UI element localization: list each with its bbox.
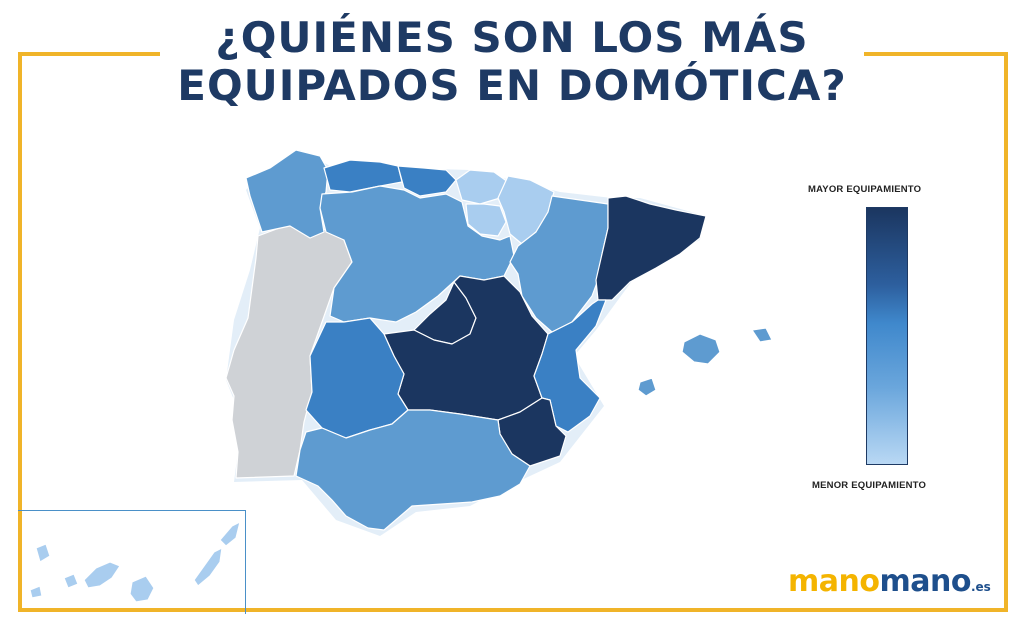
region-baleares-mallorca [681,333,721,365]
region-baleares-ibiza [637,377,657,397]
logo-part-2: mano [879,564,971,599]
title-line-2: equipados en domótica? [177,61,847,110]
logo-suffix: .es [970,580,991,594]
page-title: ¿Quiénes son los más equipados en domóti… [160,14,864,110]
region-la-rioja [465,203,507,237]
region-galicia [245,149,329,239]
region-baleares-menorca [751,327,773,343]
region-canarias [29,521,241,603]
title-line-1: ¿Quiénes son los más [215,13,809,62]
legend-bottom-label: MENOR EQUIPAMIENTO [812,480,927,491]
logo-part-1: mano [788,564,880,599]
region-cataluna [595,195,707,301]
manomano-logo: manomano.es [788,565,991,604]
legend-gradient-bar [866,207,908,465]
region-cantabria [397,165,457,197]
canary-islands-inset [18,510,246,614]
region-andalucia [295,409,531,531]
legend-top-label: MAYOR EQUIPAMIENTO [808,184,922,195]
